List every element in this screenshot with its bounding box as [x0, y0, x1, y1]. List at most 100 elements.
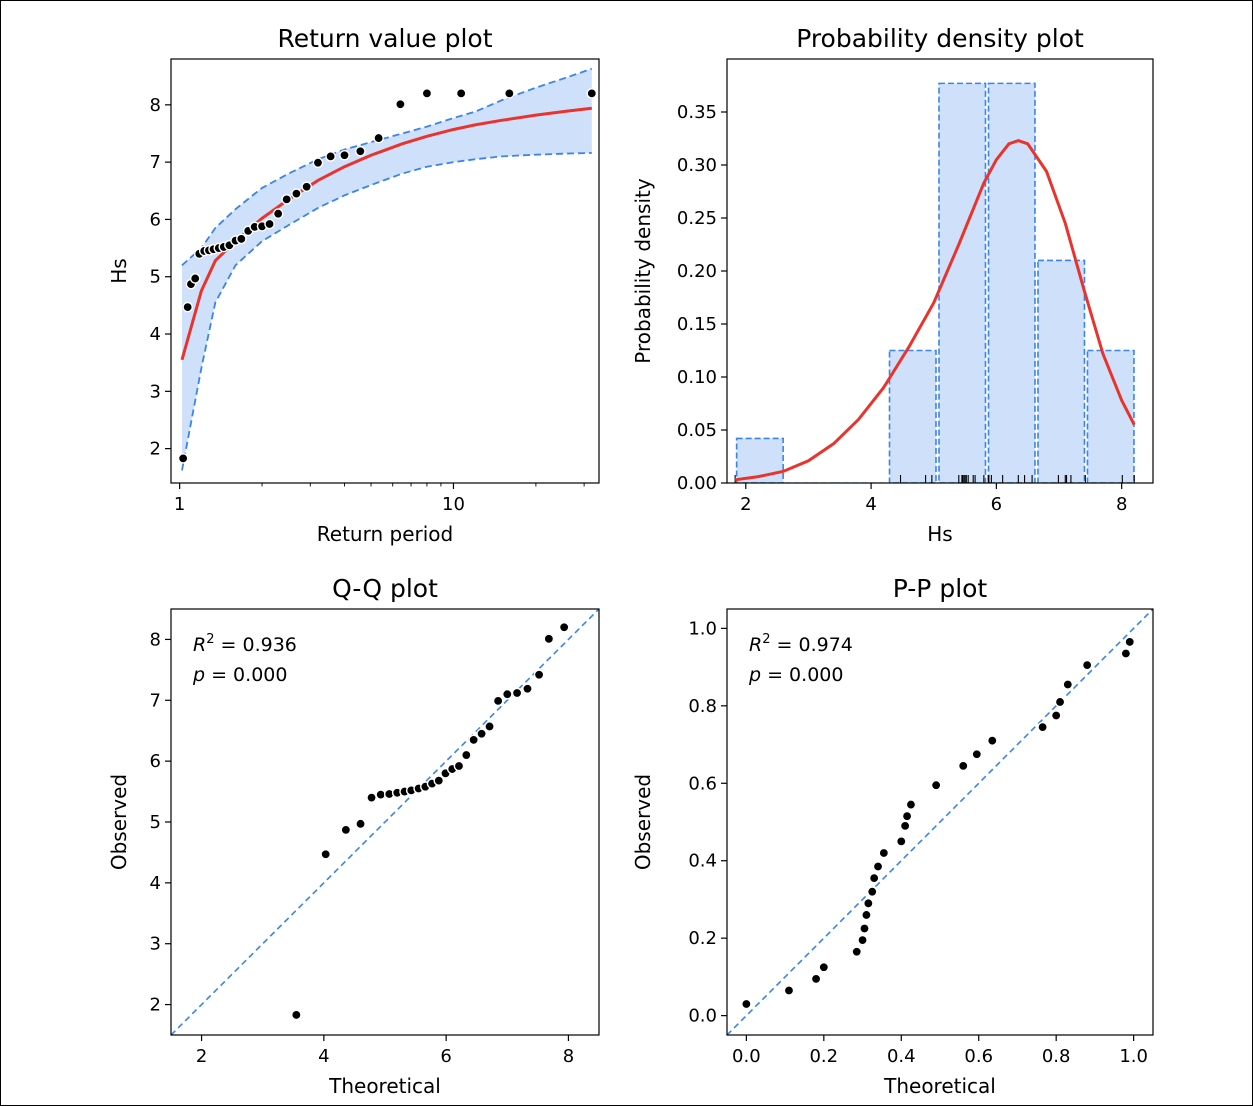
x-tick-label: 10	[442, 494, 465, 515]
ci-lower-line	[181, 152, 592, 471]
x-tick-label: 2	[740, 494, 751, 515]
y-axis-label: Hs	[107, 258, 131, 283]
r-squared-value: = 0.974	[770, 634, 852, 656]
data-point	[455, 88, 467, 99]
x-tick-label: 1.0	[1119, 1046, 1148, 1067]
y-tick-label: 0.0	[688, 1006, 717, 1027]
data-point	[861, 909, 872, 921]
data-point	[818, 961, 830, 973]
chart-title: P-P plot	[893, 574, 988, 603]
data-point	[355, 818, 366, 830]
y-tick-label: 4	[150, 324, 161, 345]
data-point	[859, 923, 870, 934]
y-tick-label: 0.10	[677, 367, 717, 388]
y-axis-label: Probability density	[631, 178, 655, 364]
data-point	[461, 749, 472, 761]
data-point	[395, 98, 406, 110]
data-point	[1054, 696, 1066, 708]
return-value-chart: Return value plot Return period Hs 1 10 2 3 4 5 6…	[107, 24, 600, 546]
y-tick-label: 0.8	[688, 696, 717, 717]
data-point	[182, 301, 193, 313]
data-point	[878, 847, 890, 859]
data-point	[857, 934, 868, 946]
data-point	[453, 760, 465, 772]
data-point	[355, 145, 366, 157]
y-tick-label: 2	[150, 995, 161, 1016]
data-point	[899, 820, 911, 832]
x-tick-label: 0.8	[1042, 1046, 1071, 1067]
data-point	[320, 848, 331, 860]
y-tick-label: 5	[150, 267, 161, 288]
data-point	[325, 151, 336, 162]
y-tick-label: 1.0	[688, 618, 717, 639]
r-symbol: R	[193, 634, 206, 656]
y-tick-label: 2	[150, 439, 161, 460]
data-point	[586, 88, 598, 99]
x-tick-label: 2	[196, 1046, 207, 1067]
y-tick-label: 0.00	[677, 473, 717, 494]
data-point	[543, 633, 555, 645]
histogram-bar	[888, 349, 937, 483]
data-point	[901, 810, 913, 822]
y-tick-label: 0.15	[677, 314, 717, 335]
data-point	[504, 88, 515, 99]
x-tick-label: 1	[174, 494, 185, 515]
histogram-bar	[938, 82, 987, 483]
plot-area-frame	[170, 58, 600, 484]
y-tick-label: 3	[150, 381, 161, 402]
data-point	[476, 728, 487, 740]
histogram-bar	[987, 82, 1036, 483]
reference-line	[727, 609, 1153, 1035]
y-tick-label: 0.25	[677, 208, 717, 229]
data-point	[421, 88, 433, 99]
data-point	[863, 898, 874, 909]
y-tick-label: 3	[150, 934, 161, 955]
data-point	[281, 194, 292, 205]
y-tick-label: 0.2	[688, 928, 717, 949]
r-squared-annotation: R2 = 0.936	[193, 632, 297, 656]
histogram-bar	[1037, 259, 1086, 483]
data-point	[1081, 659, 1093, 671]
confidence-band	[181, 68, 592, 471]
y-tick-label: 0.30	[677, 155, 717, 176]
data-point	[868, 872, 880, 884]
data-point	[484, 721, 495, 732]
y-tick-label: 4	[150, 873, 161, 894]
y-tick-label: 6	[150, 751, 161, 772]
y-tick-label: 0.20	[677, 261, 717, 282]
y-tick-label: 8	[150, 95, 161, 116]
return-value-plot-content	[177, 67, 598, 471]
pdf-curve	[734, 139, 1136, 482]
data-point	[930, 779, 942, 791]
p-value: = 0.000	[205, 664, 287, 686]
r-superscript: 2	[762, 632, 770, 647]
x-tick-label: 4	[865, 494, 876, 515]
data-point	[558, 621, 570, 633]
data-point	[492, 695, 504, 707]
y-tick-label: 0.6	[688, 773, 717, 794]
pp-plot-content	[727, 609, 1153, 1035]
data-point	[340, 824, 352, 836]
data-point	[291, 188, 302, 199]
x-tick-label: 0.6	[964, 1046, 993, 1067]
data-point	[501, 688, 513, 700]
y-tick-label: 5	[150, 812, 161, 833]
data-point	[433, 775, 445, 786]
y-tick-label: 0.05	[677, 420, 717, 441]
r-squared-annotation: R2 = 0.974	[749, 632, 853, 656]
r-squared-value: = 0.936	[214, 634, 296, 656]
data-point	[872, 861, 884, 872]
data-point	[533, 669, 545, 681]
x-tick-label: 0.0	[732, 1046, 761, 1067]
data-point	[971, 748, 983, 760]
p-symbol: p	[192, 664, 205, 686]
x-axis-label: Hs	[927, 522, 952, 546]
data-point	[272, 208, 284, 220]
p-symbol: p	[748, 664, 761, 686]
x-tick-label: 4	[318, 1046, 329, 1067]
y-tick-label: 8	[150, 629, 161, 650]
data-point	[366, 792, 377, 803]
